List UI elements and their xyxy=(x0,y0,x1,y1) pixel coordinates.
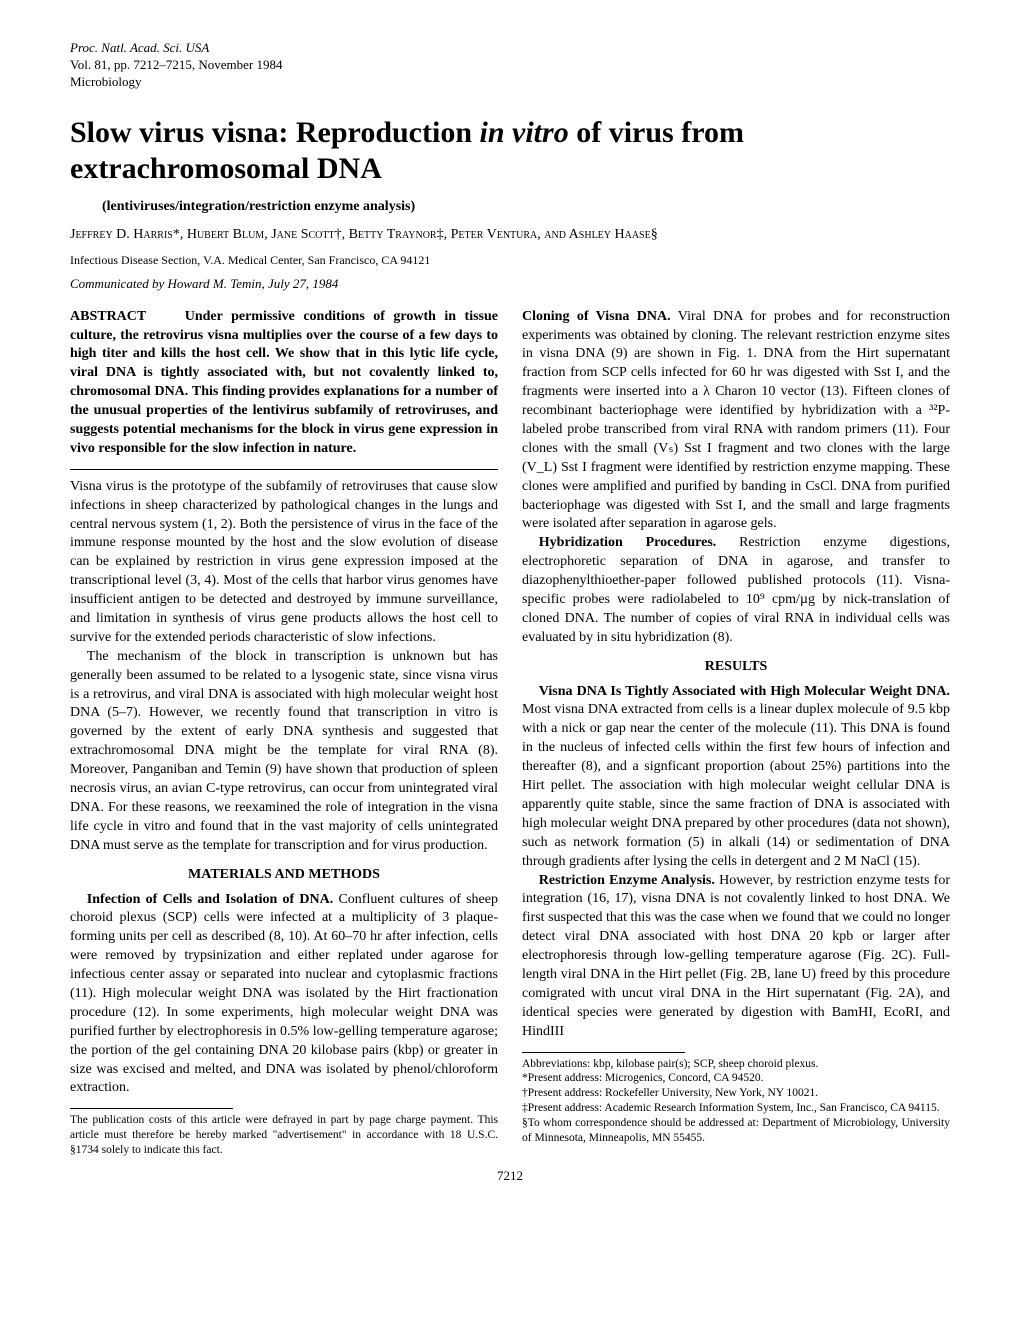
article-title: Slow virus visna: Reproduction in vitro … xyxy=(70,115,950,187)
affiliation: Infectious Disease Section, V.A. Medical… xyxy=(70,253,950,268)
abstract-rule xyxy=(70,469,498,470)
mm-p3-body: Restriction enzyme digestions, electroph… xyxy=(522,535,950,644)
mm-p3-runin: Hybridization Procedures. xyxy=(539,535,716,550)
journal-header: Proc. Natl. Acad. Sci. USA Vol. 81, pp. … xyxy=(70,40,950,91)
mm-p2-runin: Cloning of Visna DNA. xyxy=(522,309,671,324)
abstract-body: Under permissive conditions of growth in… xyxy=(70,309,498,456)
journal-vol: Vol. 81, pp. 7212–7215, November 1984 xyxy=(70,57,950,74)
results-head: RESULTS xyxy=(522,658,950,677)
footnote-ddagger: ‡Present address: Academic Research Info… xyxy=(522,1101,950,1116)
mm-p2: Cloning of Visna DNA. Viral DNA for prob… xyxy=(522,308,950,535)
results-p1: Visna DNA Is Tightly Associated with Hig… xyxy=(522,683,950,872)
intro-p2: The mechanism of the block in transcript… xyxy=(70,648,498,856)
title-pre: Slow virus visna: Reproduction xyxy=(70,116,480,149)
results-p1-body: Most visna DNA extracted from cells is a… xyxy=(522,702,950,868)
footnote-pubcost: The publication costs of this article we… xyxy=(70,1113,498,1158)
left-column: ABSTRACT Under permissive conditions of … xyxy=(70,308,498,1158)
subtitle: (lentiviruses/integration/restriction en… xyxy=(102,199,950,215)
mm-p2-body: Viral DNA for probes and for reconstruct… xyxy=(522,309,950,532)
footnote-rule-right xyxy=(522,1052,685,1053)
footnotes-left: The publication costs of this article we… xyxy=(70,1113,498,1158)
title-italic: in vitro xyxy=(480,116,569,149)
results-p2: Restriction Enzyme Analysis. However, by… xyxy=(522,872,950,1042)
intro-p1: Visna virus is the prototype of the subf… xyxy=(70,478,498,648)
abstract-label: ABSTRACT xyxy=(70,309,146,324)
footnote-rule-left xyxy=(70,1108,233,1109)
footnote-section: §To whom correspondence should be addres… xyxy=(522,1116,950,1146)
results-p2-runin: Restriction Enzyme Analysis. xyxy=(539,873,715,888)
results-p2-body: However, by restriction enzyme tests for… xyxy=(522,873,950,1039)
mm-p1: Infection of Cells and Isolation of DNA.… xyxy=(70,891,498,1099)
results-p1-runin: Visna DNA Is Tightly Associated with Hig… xyxy=(539,684,950,699)
page-number: 7212 xyxy=(70,1168,950,1184)
mm-p1-body: Confluent cultures of sheep choroid plex… xyxy=(70,892,498,1096)
materials-methods-head: MATERIALS AND METHODS xyxy=(70,866,498,885)
authors: Jeffrey D. Harris*, Hubert Blum, Jane Sc… xyxy=(70,227,950,243)
journal-name: Proc. Natl. Acad. Sci. USA xyxy=(70,40,950,57)
footnote-dagger: †Present address: Rockefeller University… xyxy=(522,1086,950,1101)
footnote-abbrev: Abbreviations: kbp, kilobase pair(s); SC… xyxy=(522,1057,950,1072)
footnote-star: *Present address: Microgenics, Concord, … xyxy=(522,1071,950,1086)
abstract: ABSTRACT Under permissive conditions of … xyxy=(70,308,498,459)
journal-section: Microbiology xyxy=(70,74,950,91)
right-column: Cloning of Visna DNA. Viral DNA for prob… xyxy=(522,308,950,1158)
mm-p3: Hybridization Procedures. Restriction en… xyxy=(522,534,950,647)
two-column-body: ABSTRACT Under permissive conditions of … xyxy=(70,308,950,1158)
mm-p1-runin: Infection of Cells and Isolation of DNA. xyxy=(87,892,333,907)
communicated: Communicated by Howard M. Temin, July 27… xyxy=(70,276,950,292)
footnotes-right: Abbreviations: kbp, kilobase pair(s); SC… xyxy=(522,1057,950,1147)
